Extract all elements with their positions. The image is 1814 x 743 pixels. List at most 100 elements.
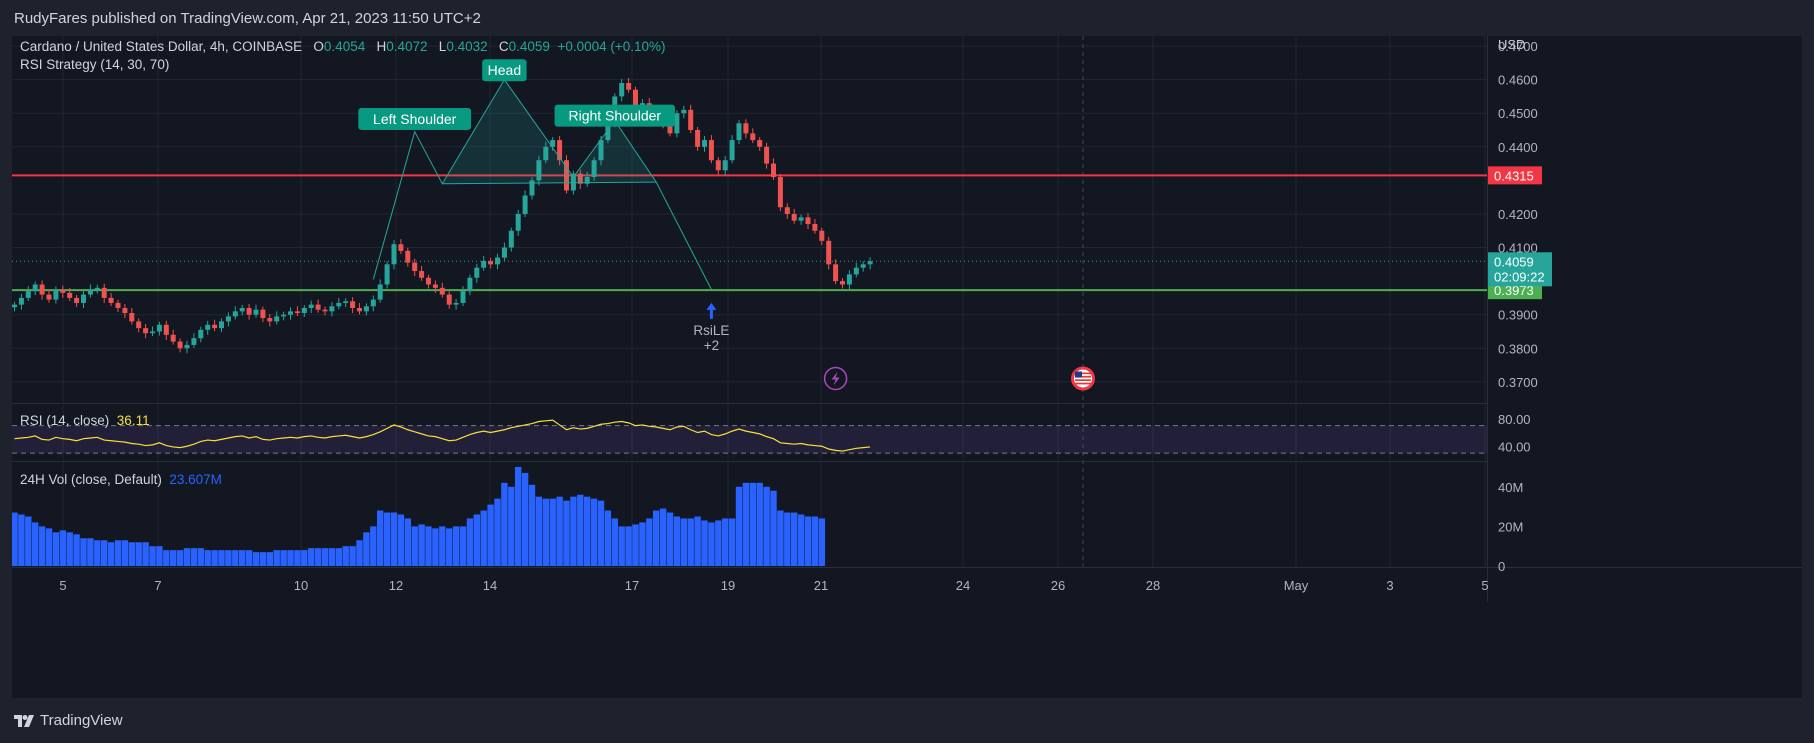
- price-axis: USD0.47000.46000.45000.44000.42000.41000…: [1488, 37, 1552, 574]
- candle-body: [25, 291, 31, 298]
- candle-body: [570, 173, 576, 191]
- time-tick-label: 17: [625, 578, 639, 593]
- strategy-legend[interactable]: RSI Strategy (14, 30, 70): [20, 57, 170, 72]
- price-tick-label: 0.4400: [1498, 140, 1538, 155]
- candle-body: [46, 294, 52, 300]
- candle-body: [170, 334, 176, 342]
- volume-bar: [135, 542, 142, 566]
- price-tick-label: 0.4200: [1498, 207, 1538, 222]
- pattern-label-bg: [358, 107, 472, 130]
- candle-body: [67, 292, 73, 298]
- candlestick-chart[interactable]: Left Shoulder Head Right Shoulder RsiLE+2 US…: [12, 36, 1802, 698]
- volume-bar: [459, 526, 467, 566]
- candle-body: [550, 140, 556, 147]
- candle-body: [225, 316, 231, 322]
- rsi-legend[interactable]: RSI (14, close) 36.11: [20, 413, 150, 428]
- volume-bar: [156, 546, 163, 566]
- candle-body: [87, 289, 93, 295]
- volume-bar: [777, 510, 784, 566]
- candle-body: [405, 250, 411, 263]
- symbol-name[interactable]: Cardano / United States Dollar, 4h, COIN…: [20, 39, 303, 54]
- candle-body: [757, 140, 763, 147]
- candle-body: [453, 302, 459, 305]
- strategy-signal: RsiLE+2: [693, 302, 729, 353]
- tradingview-logo[interactable]: TradingView: [14, 712, 123, 729]
- candle-body: [108, 297, 114, 303]
- candle-body: [198, 329, 204, 339]
- volume-bar: [218, 550, 225, 566]
- chart-frame[interactable]: Left Shoulder Head Right Shoulder RsiLE +2 US…: [12, 36, 1802, 698]
- volume-bar: [749, 482, 756, 566]
- volume-bar: [791, 512, 798, 566]
- volume-bar: [411, 526, 418, 566]
- candle-body: [39, 284, 45, 295]
- header-bar: RudyFares published on TradingView.com, …: [0, 0, 1814, 36]
- volume-bar: [377, 510, 384, 566]
- candle-body: [605, 123, 611, 141]
- volume-bar: [163, 550, 170, 566]
- volume-bar: [94, 540, 101, 566]
- candle-body: [467, 277, 473, 292]
- candle-body: [150, 331, 155, 334]
- price-level-badge-text: 0.3973: [1494, 283, 1534, 298]
- candle-body: [294, 311, 300, 314]
- volume-bar: [73, 534, 80, 566]
- volume-bar: [390, 512, 398, 566]
- candle-body: [501, 247, 507, 258]
- candle-body: [205, 324, 211, 330]
- volume-bar: [245, 550, 253, 566]
- pattern-label-bg: [482, 59, 527, 82]
- candle-body: [343, 301, 349, 303]
- volume-value: 23.607M: [169, 472, 222, 487]
- candle-body: [274, 316, 280, 322]
- volume-bar: [535, 496, 543, 566]
- candle-body: [301, 307, 307, 314]
- price-tick-label: 0.4500: [1498, 106, 1538, 121]
- volume-bar: [356, 540, 363, 566]
- pane-separator: [12, 403, 1487, 404]
- volume-bar: [473, 514, 480, 566]
- flag-icon: [1071, 366, 1095, 391]
- volume-bar: [728, 518, 736, 566]
- lightning-bolt: [831, 371, 840, 386]
- candle-body: [156, 324, 162, 332]
- volume-bar: [673, 516, 681, 566]
- candle-body: [805, 217, 811, 225]
- volume-bar: [66, 532, 73, 566]
- volume-bar: [646, 518, 653, 566]
- volume-bar: [280, 550, 287, 566]
- price-tick-label: 0.3900: [1498, 308, 1538, 323]
- time-tick-label: 5: [1481, 578, 1488, 593]
- volume-legend[interactable]: 24H Vol (close, Default) 23.607M: [20, 472, 222, 487]
- candle-body: [736, 123, 742, 141]
- volume-bar: [32, 522, 39, 566]
- volume-bar: [59, 530, 66, 566]
- volume-bar: [715, 520, 722, 566]
- pattern-label-right-shoulder: Right Shoulder: [554, 104, 675, 127]
- pane-separator: [12, 461, 1487, 462]
- footer-logo-text: TradingView: [40, 712, 123, 729]
- candle-body: [853, 267, 859, 275]
- flag-stripe: [1075, 379, 1091, 381]
- volume-bar: [494, 498, 501, 566]
- signal-qty: +2: [704, 338, 719, 353]
- volume-bar: [584, 496, 591, 566]
- volume-bar: [425, 526, 432, 566]
- volume-bar: [38, 526, 46, 566]
- volume-bar: [515, 466, 522, 566]
- candle-body: [495, 257, 500, 265]
- candle-body: [432, 284, 438, 288]
- candle-body: [529, 180, 535, 196]
- candle-body: [750, 133, 756, 141]
- candle-body: [81, 294, 86, 303]
- candle-body: [812, 224, 818, 231]
- candle-body: [777, 177, 783, 208]
- volume-bar: [259, 552, 267, 566]
- candle-body: [764, 146, 770, 164]
- time-tick-label: 10: [294, 578, 308, 593]
- candle-body: [232, 311, 238, 317]
- volume-bar: [521, 472, 529, 566]
- volume-bar: [577, 494, 584, 566]
- volume-bar: [204, 550, 211, 566]
- high-label: H: [376, 39, 387, 54]
